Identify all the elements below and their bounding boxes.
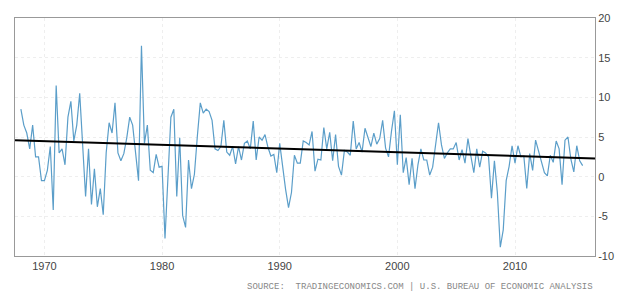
- svg-text:-10: -10: [598, 250, 614, 262]
- svg-text:10: 10: [598, 91, 610, 103]
- svg-text:SOURCE: TRADINGECONOMICS.COM: SOURCE: TRADINGECONOMICS.COM | U.S. BURE…: [247, 282, 593, 292]
- svg-text:1980: 1980: [150, 260, 174, 272]
- svg-text:0: 0: [598, 171, 604, 183]
- svg-text:-5: -5: [598, 210, 608, 222]
- svg-text:15: 15: [598, 52, 610, 64]
- svg-text:2010: 2010: [503, 260, 527, 272]
- svg-text:5: 5: [598, 131, 604, 143]
- svg-text:1990: 1990: [267, 260, 291, 272]
- svg-text:20: 20: [598, 12, 610, 24]
- svg-text:1970: 1970: [32, 260, 56, 272]
- svg-text:2000: 2000: [385, 260, 409, 272]
